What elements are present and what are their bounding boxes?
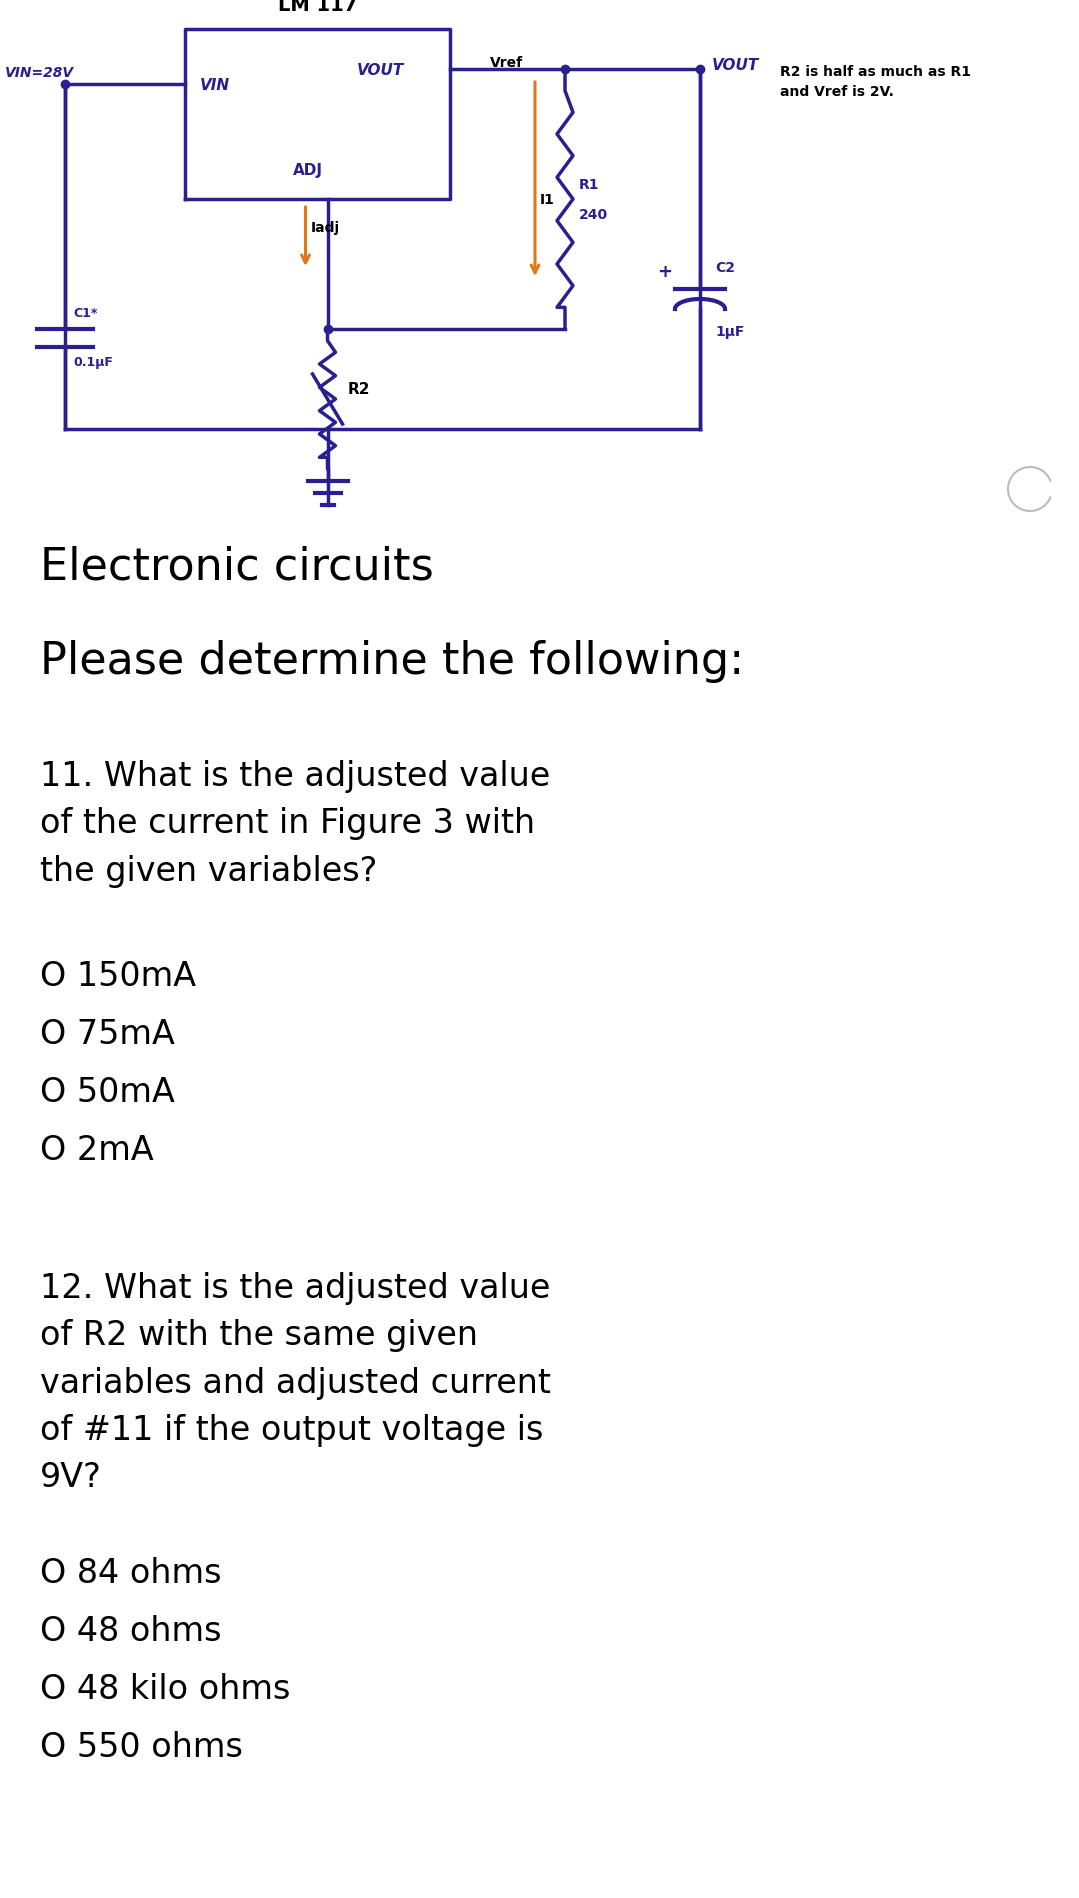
Text: VIN=28V: VIN=28V [5,66,74,80]
Text: Vref: Vref [490,55,523,70]
Text: 12. What is the adjusted value
of R2 with the same given
variables and adjusted : 12. What is the adjusted value of R2 wit… [40,1272,551,1494]
Text: VOUT: VOUT [712,57,760,72]
Text: O 48 kilo ohms: O 48 kilo ohms [40,1672,290,1704]
Text: O 84 ohms: O 84 ohms [40,1556,221,1589]
Text: 240: 240 [579,209,609,222]
Text: ADJ: ADJ [292,163,323,177]
Text: LM 117: LM 117 [278,0,357,15]
Text: O 50mA: O 50mA [40,1076,175,1108]
Text: R2 is half as much as R1
and Vref is 2V.: R2 is half as much as R1 and Vref is 2V. [780,65,971,99]
Text: C1*: C1* [73,307,97,321]
Text: Electronic circuits: Electronic circuits [40,545,434,588]
Text: O 2mA: O 2mA [40,1133,153,1167]
Text: C2: C2 [715,260,735,275]
Text: 11. What is the adjusted value
of the current in Figure 3 with
the given variabl: 11. What is the adjusted value of the cu… [40,759,550,886]
Text: O 150mA: O 150mA [40,960,196,993]
Text: VIN: VIN [200,78,230,93]
Text: O 550 ohms: O 550 ohms [40,1731,243,1763]
Text: O 48 ohms: O 48 ohms [40,1613,221,1647]
Text: R1: R1 [579,178,600,192]
Text: 1µF: 1µF [715,325,745,340]
Text: I1: I1 [540,194,555,207]
Text: +: + [657,262,672,281]
Text: Please determine the following:: Please determine the following: [40,640,745,683]
Text: R2: R2 [347,381,370,397]
Text: VOUT: VOUT [357,63,405,78]
Text: 0.1µF: 0.1µF [73,355,113,368]
Text: Iadj: Iadj [311,220,340,233]
Text: O 75mA: O 75mA [40,1017,175,1050]
